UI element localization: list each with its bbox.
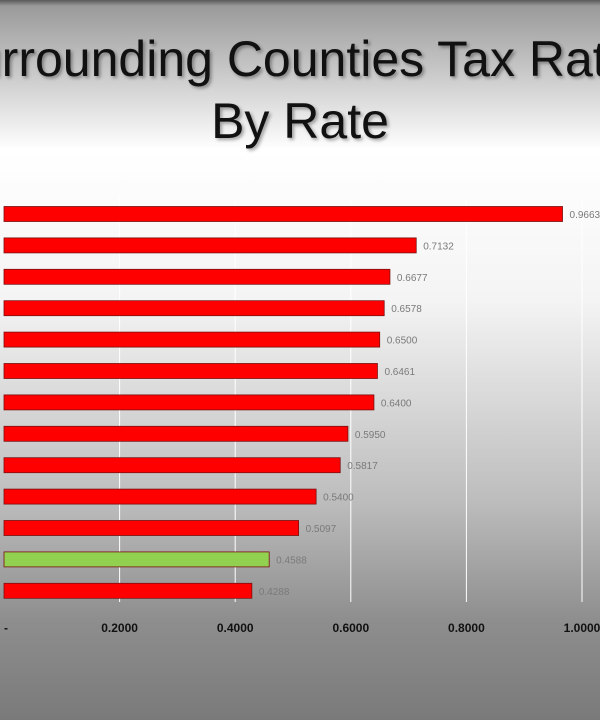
data-label: 0.4588 [276,555,307,566]
x-tick-label: 1.0000 [564,621,600,635]
bar [3,363,378,379]
bar [3,206,563,222]
bar [3,237,417,254]
data-label: 0.5400 [323,493,354,504]
data-label: 0.6578 [391,304,422,315]
x-tick-label: 0.6000 [332,621,369,635]
chart-title-line-2: By Rate [211,93,389,149]
bar [3,394,375,411]
x-tick-label: 0.8000 [448,621,485,635]
data-label: 0.5950 [355,430,386,441]
chart-title: Surrounding Counties Tax Rates By Rate [0,22,600,162]
bar [3,425,349,442]
data-label: 0.4288 [259,587,290,598]
x-tick-label: 0.4000 [217,621,254,635]
data-label: 0.5817 [347,461,378,472]
bar [3,268,391,285]
chart-title-line-1: Surrounding Counties Tax Rates [0,31,600,87]
bar [3,457,341,474]
bar [3,331,381,348]
data-label: 0.6677 [397,273,428,284]
x-tick-label: 0.2000 [101,621,138,635]
bar [3,551,270,568]
data-label: 0.6400 [381,398,412,409]
data-label: 0.9663 [570,210,600,221]
data-label: 0.7132 [423,241,454,252]
bar [3,520,300,536]
data-label: 0.6461 [384,367,415,378]
data-label: 0.5097 [306,524,337,535]
bar [3,582,253,599]
bar [3,300,385,317]
data-label: 0.6500 [387,336,418,347]
x-tick-label: - [4,621,8,635]
bar [3,488,317,505]
